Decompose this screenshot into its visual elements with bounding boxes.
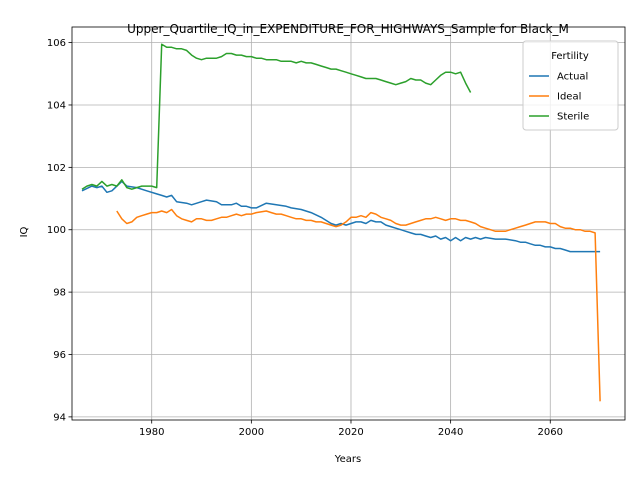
y-tick-label: 98: [53, 288, 66, 299]
y-tick-label: 94: [53, 412, 66, 423]
x-tick-label: 2040: [438, 427, 463, 438]
legend-label-sterile: Sterile: [557, 112, 589, 123]
legend: Fertility Actual Ideal Sterile: [522, 40, 619, 131]
y-tick-label: 102: [47, 163, 66, 174]
x-axis-label: Years: [334, 454, 361, 465]
legend-entries: Actual Ideal Sterile: [529, 72, 589, 123]
legend-label-actual: Actual: [557, 72, 588, 83]
y-tick-label: 96: [53, 350, 66, 361]
y-axis-label: IQ: [19, 226, 30, 237]
x-tick-label: 2020: [338, 427, 363, 438]
series-line-ideal: [116, 208, 601, 402]
series-line-sterile: [81, 43, 472, 190]
series-line-actual: [81, 180, 601, 253]
legend-box: [522, 40, 619, 131]
series-lines: [81, 43, 601, 402]
x-tick-label: 2000: [239, 427, 264, 438]
chart-title: Upper_Quartile_IQ_in_EXPENDITURE_FOR_HIG…: [127, 22, 569, 36]
y-tick-label: 100: [47, 225, 66, 236]
legend-title: Fertility: [551, 51, 589, 62]
plot-area-frame: [71, 26, 626, 421]
axis-ticks: 1980 2000 2020 2040 2060 94 96 98 100 102 104 106: [47, 38, 563, 438]
x-tick-label: 1980: [139, 427, 164, 438]
y-tick-label: 106: [47, 38, 66, 49]
legend-label-ideal: Ideal: [557, 92, 581, 103]
y-tick-label: 104: [47, 100, 66, 111]
x-tick-label: 2060: [538, 427, 563, 438]
